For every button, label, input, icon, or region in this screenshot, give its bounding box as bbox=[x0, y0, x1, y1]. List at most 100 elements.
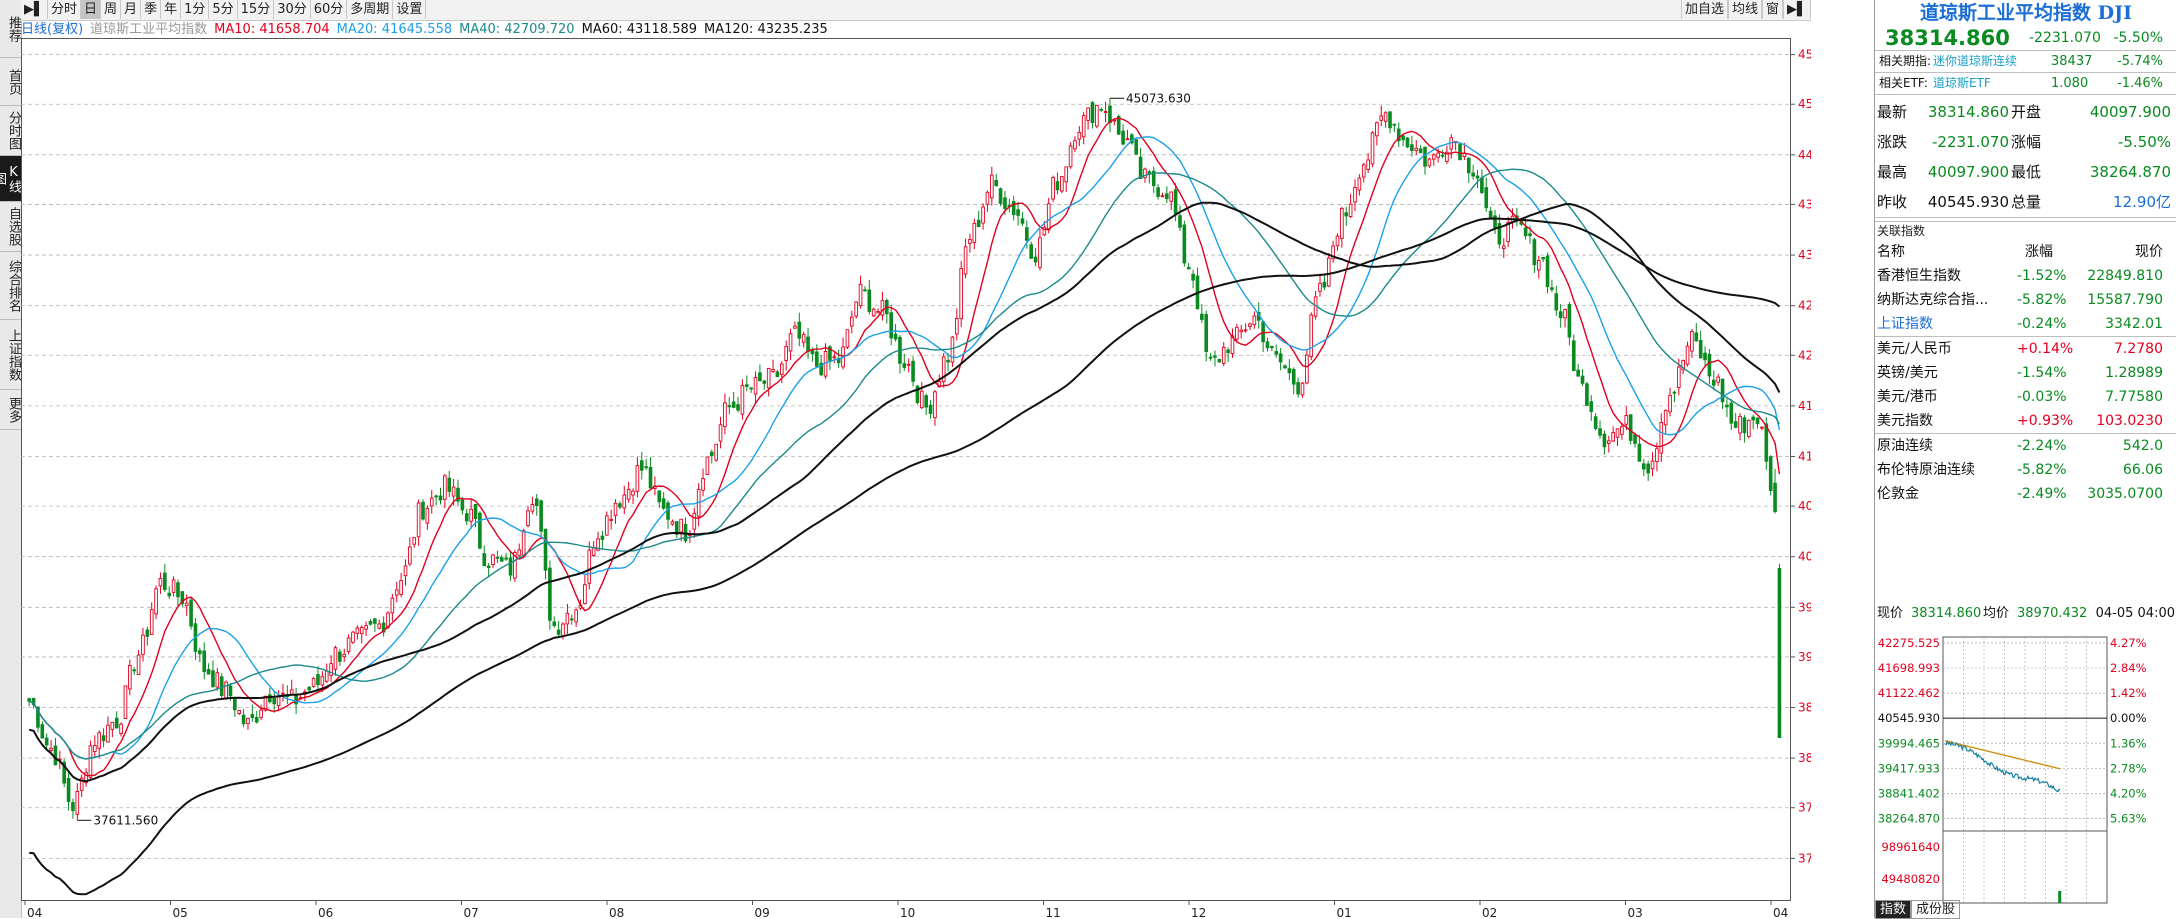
candle bbox=[1353, 179, 1357, 212]
related-row[interactable]: 伦敦金 -2.49% 3035.0700 bbox=[1875, 482, 2176, 506]
candle-body bbox=[1121, 130, 1125, 145]
candle-body bbox=[1221, 346, 1226, 364]
candle-body bbox=[1541, 256, 1545, 260]
intraday-mini-chart[interactable]: 现价 38314.860 均价 38970.432 04-05 04:00 42275.5… bbox=[1875, 596, 2176, 918]
candle bbox=[438, 487, 443, 505]
candle bbox=[1602, 430, 1607, 455]
candle-body bbox=[1606, 440, 1611, 444]
candle bbox=[797, 312, 802, 347]
candle-body bbox=[1545, 255, 1550, 288]
candle-body bbox=[1278, 353, 1283, 363]
kline-chart[interactable]: 45524.588 45000.828 44466.596 43942.839 4340… bbox=[21, 38, 1811, 918]
candle bbox=[1252, 311, 1257, 329]
bottom-tab-0[interactable]: 指数 bbox=[1875, 900, 1912, 919]
related-row[interactable]: 纳斯达克综合指... -5.82% 15587.790 bbox=[1875, 288, 2176, 312]
candle bbox=[1466, 157, 1471, 183]
period-tab-2[interactable]: 日 bbox=[81, 0, 102, 19]
related-row[interactable]: 上证指数 -0.24% 3342.01 bbox=[1875, 312, 2176, 336]
period-tab-7[interactable]: 1分 bbox=[181, 0, 210, 19]
period-tab-6[interactable]: 年 bbox=[161, 0, 182, 19]
period-tab-0[interactable]: ▶▌ bbox=[21, 0, 48, 19]
period-tab-3[interactable]: 周 bbox=[101, 0, 122, 19]
related-row[interactable]: 原油连续 -2.24% 542.0 bbox=[1875, 433, 2176, 458]
toolbar-right-2[interactable]: 窗 bbox=[1761, 0, 1783, 19]
candle-body bbox=[832, 356, 837, 359]
candle-body bbox=[1620, 426, 1624, 435]
y-tick-label: 38097.713 bbox=[1798, 751, 1811, 765]
candle bbox=[793, 321, 797, 329]
candle-body bbox=[320, 676, 325, 686]
candle bbox=[1480, 169, 1484, 195]
candle bbox=[696, 483, 701, 527]
related-row[interactable]: 布伦特原油连续 -5.82% 66.06 bbox=[1875, 458, 2176, 482]
candle-body bbox=[97, 732, 102, 749]
candle bbox=[132, 667, 137, 675]
left-tab-3[interactable]: K线图 bbox=[0, 156, 21, 202]
quote-stats: 最新 38314.860 开盘 40097.900 涨跌 -2231.070 涨幅 -5.50… bbox=[1875, 94, 2176, 217]
candle-body bbox=[797, 321, 802, 339]
candle-body bbox=[1064, 166, 1069, 183]
candle-body bbox=[1086, 107, 1090, 121]
candle-body bbox=[167, 592, 172, 597]
rel-futures-link[interactable]: 迷你道琼斯连续 bbox=[1933, 54, 2018, 68]
left-tab-6[interactable]: 上证指数 bbox=[0, 320, 21, 390]
toolbar-right-0[interactable]: 加自选 bbox=[1680, 0, 1728, 19]
candle bbox=[1309, 312, 1314, 361]
period-tab-1[interactable]: 分时 bbox=[48, 0, 82, 19]
candle-body bbox=[1576, 369, 1580, 377]
candle-body bbox=[906, 363, 911, 366]
period-tab-8[interactable]: 5分 bbox=[209, 0, 238, 19]
candle bbox=[1506, 216, 1510, 248]
related-row[interactable]: 美元/人民币 +0.14% 7.2780 bbox=[1875, 336, 2176, 361]
mini-time: 04-05 04:00 bbox=[2096, 606, 2175, 621]
candle bbox=[368, 619, 373, 626]
candle bbox=[1217, 358, 1222, 363]
left-tab-2[interactable]: 分时图 bbox=[0, 106, 21, 156]
related-header-cell: 现价 bbox=[2135, 244, 2163, 260]
period-tab-10[interactable]: 30分 bbox=[274, 0, 311, 19]
related-row[interactable]: 香港恒生指数 -1.52% 22849.810 bbox=[1875, 264, 2176, 288]
period-tab-4[interactable]: 月 bbox=[121, 0, 142, 19]
related-row[interactable]: 美元指数 +0.93% 103.0230 bbox=[1875, 409, 2176, 433]
candle bbox=[62, 759, 66, 788]
candle-body bbox=[1501, 245, 1506, 249]
period-tab-13[interactable]: 设置 bbox=[393, 0, 427, 19]
candle bbox=[215, 668, 220, 691]
candle-body bbox=[176, 582, 180, 598]
candle-body bbox=[1366, 159, 1370, 170]
left-tab-4[interactable]: 自选股 bbox=[0, 202, 21, 252]
candle-body bbox=[1694, 332, 1699, 342]
left-tab-0[interactable]: 推荐 bbox=[0, 0, 21, 58]
candle bbox=[1414, 140, 1419, 156]
period-tab-11[interactable]: 60分 bbox=[311, 0, 348, 19]
candle-body bbox=[289, 689, 294, 695]
left-tab-1[interactable]: 首页 bbox=[0, 58, 21, 106]
candle bbox=[775, 369, 780, 378]
candle bbox=[206, 663, 211, 675]
y-tick-label: 45000.828 bbox=[1798, 97, 1811, 111]
candle-body bbox=[1624, 415, 1629, 425]
bottom-tab-1[interactable]: 成份股 bbox=[1911, 900, 1961, 919]
period-tab-12[interactable]: 多周期 bbox=[347, 0, 394, 19]
candle bbox=[941, 353, 946, 388]
toolbar-right-1[interactable]: 均线 bbox=[1727, 0, 1762, 19]
rel-etf-link[interactable]: 道琼斯ETF bbox=[1933, 76, 1991, 90]
left-tab-5[interactable]: 综合排名 bbox=[0, 252, 21, 320]
candle-body bbox=[849, 316, 854, 327]
left-tab-7[interactable]: 更多 bbox=[0, 390, 21, 430]
candle-body bbox=[902, 363, 907, 368]
candle-body bbox=[224, 681, 228, 699]
period-tab-5[interactable]: 季 bbox=[141, 0, 162, 19]
candle-body bbox=[219, 676, 224, 697]
toolbar-right-3[interactable]: ▶▌ bbox=[1783, 0, 1811, 19]
related-row[interactable]: 美元/港币 -0.03% 7.77580 bbox=[1875, 385, 2176, 409]
candle bbox=[425, 505, 430, 530]
candle-body bbox=[1388, 111, 1392, 129]
candle bbox=[565, 603, 570, 634]
candle bbox=[1747, 419, 1751, 439]
candle bbox=[1497, 214, 1502, 249]
period-tab-9[interactable]: 15分 bbox=[238, 0, 275, 19]
candle bbox=[311, 677, 316, 688]
related-row[interactable]: 英镑/美元 -1.54% 1.28989 bbox=[1875, 361, 2176, 385]
rel-etf-price: 1.080 bbox=[2051, 76, 2089, 91]
